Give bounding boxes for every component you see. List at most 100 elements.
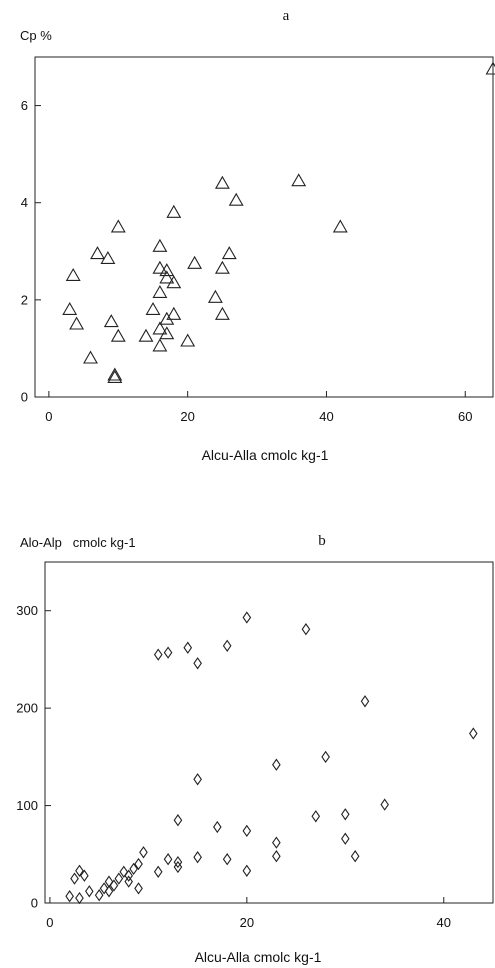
panel-b-y-tick-label: 300 [16,603,38,618]
panel-b-y-tick-label: 0 [31,896,38,911]
panel-a-data-point [65,267,81,281]
panel-b-data-point [104,885,114,898]
panel-a-data-point [83,350,98,364]
panel-a-data-point [159,270,175,284]
panel-b-data-point [80,869,89,882]
panel-b-data-point [350,850,360,863]
panel-a-plot-frame [34,56,494,398]
panel-b-x-tick-label: 0 [46,915,53,930]
panel-a-data-point [159,326,175,340]
panel-a-data-point [221,246,237,260]
panel-b-data-point [139,846,148,859]
panel-b-data-point [341,832,350,845]
panel-b-y-axis-label: Alo-Alp cmolc kg-1 [20,535,136,550]
panel-b-data-point [242,864,252,877]
panel-a-data-point [152,338,168,352]
panel-b-data-point [173,860,183,874]
panel-b-data-point [272,850,281,863]
panel-b-data-point [70,872,79,885]
panel-a-data-point [214,260,230,274]
panel-a-data-point [152,284,168,298]
panel-b-data-point [213,820,222,834]
panel-b-data-point [75,864,84,877]
panel-b-data-point [301,623,311,636]
panel-b-data-point [222,853,232,866]
panel-a-data-point [103,314,119,328]
panel-b-data-point [173,814,183,827]
panel-b-data-point [85,885,94,898]
panel-b-data-point [124,869,133,882]
panel-a-data-point [180,333,196,347]
panel-a-y-axis-label: Cp % [20,28,52,43]
panel-b-data-point [124,875,133,888]
panel-b-data-point [153,865,163,878]
panel-a-data-point [69,316,85,330]
panel-a-data-point [485,61,495,75]
panel-b-data-point [193,773,202,786]
panel-a-data-point [214,175,230,189]
panel-b-x-tick-label: 40 [437,915,451,930]
panel-b-data-point [311,810,321,823]
panel-a-x-axis-label: Alcu-Alla cmolc kg-1 [202,447,329,463]
panel-b-x-axis-label: Alcu-Alla cmolc kg-1 [195,949,322,965]
panel-b-data-point [75,891,84,905]
panel-b-data-point [94,889,104,902]
panel-b-data-point [242,824,252,838]
panel-b-data-point [153,648,163,661]
panel-a-data-point [138,328,154,342]
panel-b-x-tick-label: 20 [240,915,254,930]
panel-a-data-point [152,321,168,335]
panel-b-data-point [173,855,183,869]
panel-b-data-point [65,890,74,903]
panel-b-data-point [272,836,281,849]
panel-b-data-point [129,862,138,876]
panel-b-data-point [360,695,370,708]
panel-b-data-point [114,872,124,885]
panel-a-data-point [228,192,244,206]
panel-a-x-tick-label: 20 [180,409,194,424]
panel-a-data-point [166,204,182,218]
panel-a-data-point [107,367,123,381]
panel-a-x-tick-label: 60 [458,409,472,424]
panel-b-data-point [163,853,173,866]
panel-a-data-point [332,219,348,233]
panel-a: a Cp % 0 20 40 60 0 2 4 6 Alcu-Alla cmolc kg-1 [20,8,495,463]
panel-b-data-point [321,750,330,764]
panel-b-data-point [272,758,281,771]
panel-b-data-point [134,882,143,895]
panel-a-data-point [110,328,126,342]
panel-a-y-tick-label: 0 [21,390,28,405]
panel-a-data-point [152,238,168,252]
panel-a-data-point [187,255,203,269]
panel-a-data-point [166,275,182,289]
panel-a-data-point [207,289,223,303]
panel-b-data-point [193,851,202,864]
panel-a-y-tick-label: 6 [21,98,28,113]
panel-a-x-tick-label: 0 [45,409,52,424]
panel-b: b Alo-Alp cmolc kg-1 0 20 40 0 100 200 300 Alc… [16,533,494,965]
panel-a-data-point [159,263,175,277]
panel-b-label: b [318,533,326,549]
panel-b-data-point [109,879,119,892]
panel-b-data-point [163,646,173,659]
panel-b-data-point [193,657,202,670]
panel-a-data-point [110,219,126,233]
panel-a-y-tick-label: 2 [21,292,28,307]
panel-b-data-point [134,857,143,871]
panel-a-data-point [100,250,116,264]
panel-a-y-tick-label: 4 [21,195,28,210]
panel-b-data-point [341,808,350,821]
panel-b-y-tick-label: 200 [16,701,38,716]
panel-b-data-point [469,727,478,740]
panel-a-data-point [62,301,78,315]
panel-b-data-point [380,798,389,811]
panel-a-data-point [291,173,307,187]
panel-b-data-point [183,641,193,654]
panel-a-data-point [107,369,123,383]
panel-b-data-point [119,865,129,878]
panel-b-data-point [242,611,252,624]
panel-a-label: a [283,8,290,24]
panel-b-data-point [99,882,109,895]
panel-b-data-point [222,639,232,652]
